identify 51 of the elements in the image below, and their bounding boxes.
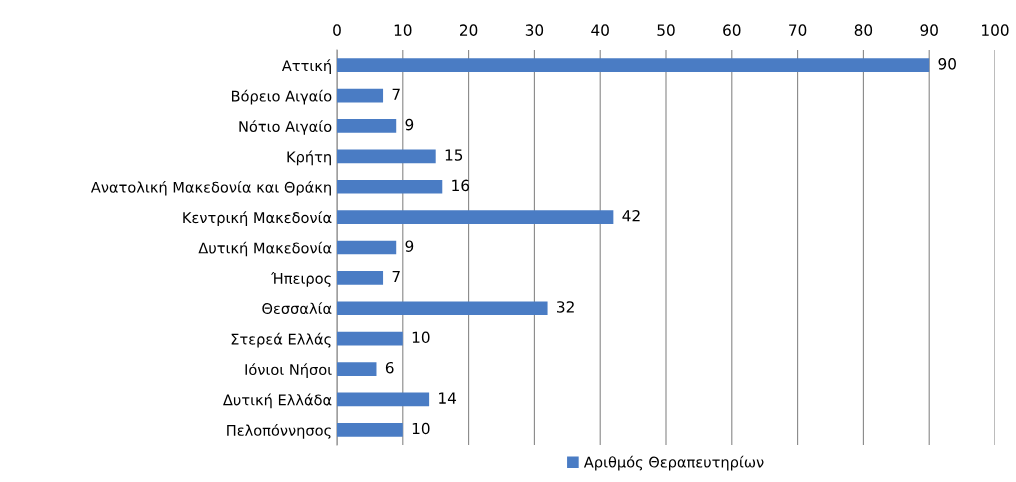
data-label: 90 (938, 58, 956, 70)
bar (337, 119, 397, 133)
data-label: 14 (439, 392, 457, 404)
x-tick-label: 80 (854, 24, 873, 36)
legend-label: Αριθμός Θεραπευτηρίων (583, 455, 764, 471)
y-tick-label: Κρήτη (287, 150, 331, 166)
x-tick-label: 20 (460, 24, 478, 36)
data-label: 7 (392, 88, 400, 100)
bar (337, 301, 548, 316)
x-tick-label: 60 (723, 24, 741, 36)
y-tick-label: Αττική (281, 59, 331, 75)
y-tick-label: Ήπειρος (271, 272, 331, 287)
bar (337, 240, 397, 255)
y-tick-label: Πελοπόννησος (227, 423, 331, 439)
data-label: 32 (557, 301, 574, 313)
data-label: 7 (392, 270, 400, 283)
bar (337, 331, 403, 346)
y-tick-label: Βόρειο Αιγαίο (231, 89, 332, 105)
x-tick-label: 100 (982, 24, 1009, 36)
bar (337, 422, 403, 437)
y-tick-label: Δυτική Ελλάδα (223, 393, 332, 409)
y-tick-label: Στερεά Ελλάς (231, 332, 331, 348)
data-label: 42 (622, 209, 640, 222)
data-label: 6 (385, 361, 394, 374)
x-tick-label: 30 (525, 24, 544, 36)
y-tick-label: Θεσσαλία (262, 302, 332, 315)
x-tick-label: 10 (394, 24, 412, 36)
y-tick-label: Κεντρική Μακεδονία (183, 211, 332, 226)
bar (337, 149, 436, 164)
y-tick-label: Νότιο Αιγαίο (239, 120, 332, 135)
data-label: 9 (405, 240, 414, 252)
bar (337, 88, 384, 103)
y-tick-label: Ανατολική Μακεδονία και Θράκη (90, 180, 331, 196)
x-tick-label: 40 (591, 24, 609, 36)
y-tick-label: Δυτική Μακεδονία (198, 241, 332, 257)
data-label: 10 (412, 331, 430, 344)
data-label: 10 (412, 422, 430, 435)
bar (337, 210, 614, 224)
data-label: 9 (405, 118, 414, 131)
bar (337, 271, 384, 285)
x-tick-label: 50 (657, 24, 675, 36)
data-label: 15 (445, 149, 463, 161)
bar (337, 362, 377, 376)
bar (337, 58, 930, 73)
bar (337, 392, 430, 407)
y-tick-label: Ιόνιοι Νήσοι (245, 363, 332, 378)
bar (337, 179, 443, 194)
data-label: 16 (452, 179, 470, 192)
x-tick-label: 90 (920, 24, 938, 36)
x-tick-label: 70 (789, 24, 807, 36)
x-tick-label: 0 (333, 24, 341, 36)
